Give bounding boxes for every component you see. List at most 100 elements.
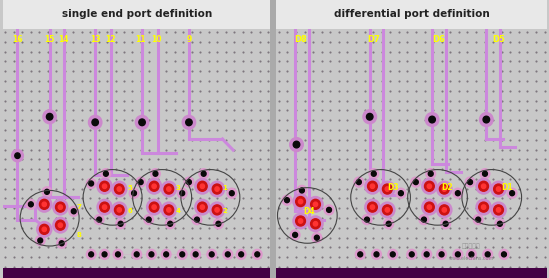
Circle shape <box>212 184 222 194</box>
Circle shape <box>186 119 192 126</box>
Circle shape <box>370 205 374 209</box>
Circle shape <box>43 110 57 124</box>
Circle shape <box>103 205 107 209</box>
Text: 11: 11 <box>136 35 146 44</box>
Circle shape <box>313 222 318 226</box>
Circle shape <box>114 205 124 215</box>
Circle shape <box>210 181 225 197</box>
Circle shape <box>407 249 417 259</box>
Circle shape <box>469 252 474 257</box>
Circle shape <box>147 199 161 215</box>
Circle shape <box>152 184 156 188</box>
Circle shape <box>117 187 121 191</box>
Circle shape <box>149 181 159 191</box>
Circle shape <box>102 252 107 257</box>
Circle shape <box>198 202 207 212</box>
Text: D5: D5 <box>492 35 505 44</box>
Circle shape <box>453 249 463 259</box>
Text: 5: 5 <box>127 185 132 191</box>
Circle shape <box>89 252 93 257</box>
Circle shape <box>494 205 503 215</box>
Circle shape <box>480 113 493 126</box>
Circle shape <box>383 205 392 215</box>
Circle shape <box>422 199 437 215</box>
Circle shape <box>37 197 52 212</box>
Circle shape <box>86 249 96 259</box>
Circle shape <box>311 219 321 229</box>
Text: 3: 3 <box>176 185 181 191</box>
Text: D2: D2 <box>441 183 453 192</box>
Text: differential port definition: differential port definition <box>334 9 490 19</box>
Circle shape <box>195 199 210 215</box>
Bar <box>3 0 271 29</box>
Circle shape <box>436 249 446 259</box>
Circle shape <box>494 184 503 194</box>
Text: single end port definition: single end port definition <box>61 9 212 19</box>
Circle shape <box>69 206 79 216</box>
Circle shape <box>485 252 490 257</box>
Circle shape <box>442 208 446 212</box>
Text: 15: 15 <box>44 35 55 44</box>
Circle shape <box>367 202 377 212</box>
Bar <box>3 268 271 278</box>
Circle shape <box>214 219 223 229</box>
Text: 8: 8 <box>76 232 81 238</box>
Circle shape <box>282 195 292 205</box>
Circle shape <box>200 184 204 188</box>
Circle shape <box>59 241 64 246</box>
Circle shape <box>436 181 452 197</box>
Circle shape <box>26 199 36 209</box>
Circle shape <box>356 180 361 185</box>
Circle shape <box>365 178 380 194</box>
Circle shape <box>497 221 502 226</box>
Circle shape <box>427 205 432 209</box>
Circle shape <box>424 252 429 257</box>
Circle shape <box>136 177 145 187</box>
Circle shape <box>53 217 68 233</box>
Circle shape <box>491 202 506 218</box>
Circle shape <box>442 187 446 191</box>
Circle shape <box>207 249 216 259</box>
Circle shape <box>297 185 307 195</box>
Circle shape <box>58 205 63 209</box>
Text: www.elecfans.com: www.elecfans.com <box>449 256 494 261</box>
Circle shape <box>97 217 102 222</box>
Circle shape <box>100 249 109 259</box>
Circle shape <box>383 184 392 194</box>
Circle shape <box>180 252 184 257</box>
Circle shape <box>479 202 489 212</box>
Circle shape <box>372 249 382 259</box>
Circle shape <box>296 216 305 226</box>
Circle shape <box>507 188 517 198</box>
Circle shape <box>89 181 93 186</box>
Circle shape <box>327 207 332 212</box>
Circle shape <box>399 191 404 196</box>
Circle shape <box>468 180 473 185</box>
Circle shape <box>12 150 24 162</box>
Circle shape <box>147 217 151 222</box>
Circle shape <box>355 249 365 259</box>
Circle shape <box>88 115 102 129</box>
Circle shape <box>112 181 127 197</box>
Circle shape <box>422 217 427 222</box>
Circle shape <box>184 177 194 187</box>
Circle shape <box>467 249 477 259</box>
Circle shape <box>413 180 418 185</box>
Circle shape <box>237 249 246 259</box>
Circle shape <box>367 113 373 120</box>
Circle shape <box>496 208 501 212</box>
Circle shape <box>132 191 137 196</box>
Circle shape <box>290 230 300 240</box>
Text: 16: 16 <box>12 35 23 44</box>
Circle shape <box>94 215 104 225</box>
Circle shape <box>147 249 156 259</box>
Circle shape <box>425 113 439 126</box>
Circle shape <box>114 184 124 194</box>
Circle shape <box>182 115 195 129</box>
Circle shape <box>192 215 202 225</box>
Circle shape <box>439 252 444 257</box>
Circle shape <box>195 178 210 194</box>
Bar <box>276 0 547 29</box>
Circle shape <box>370 184 374 188</box>
Text: 1: 1 <box>222 185 227 191</box>
